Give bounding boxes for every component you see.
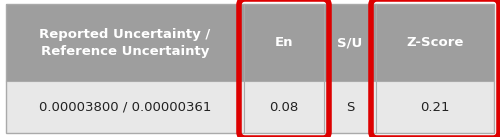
Text: Reported Uncertainty /
Reference Uncertainty: Reported Uncertainty / Reference Uncerta…: [40, 28, 210, 58]
Text: S: S: [346, 101, 354, 114]
Bar: [6, 81, 494, 133]
Text: S/U: S/U: [338, 36, 362, 49]
Text: Z-Score: Z-Score: [406, 36, 464, 49]
Text: 0.21: 0.21: [420, 101, 450, 114]
Bar: [6, 4, 494, 81]
Text: 0.00003800 / 0.00000361: 0.00003800 / 0.00000361: [39, 101, 211, 114]
Text: En: En: [275, 36, 293, 49]
Text: 0.08: 0.08: [270, 101, 298, 114]
